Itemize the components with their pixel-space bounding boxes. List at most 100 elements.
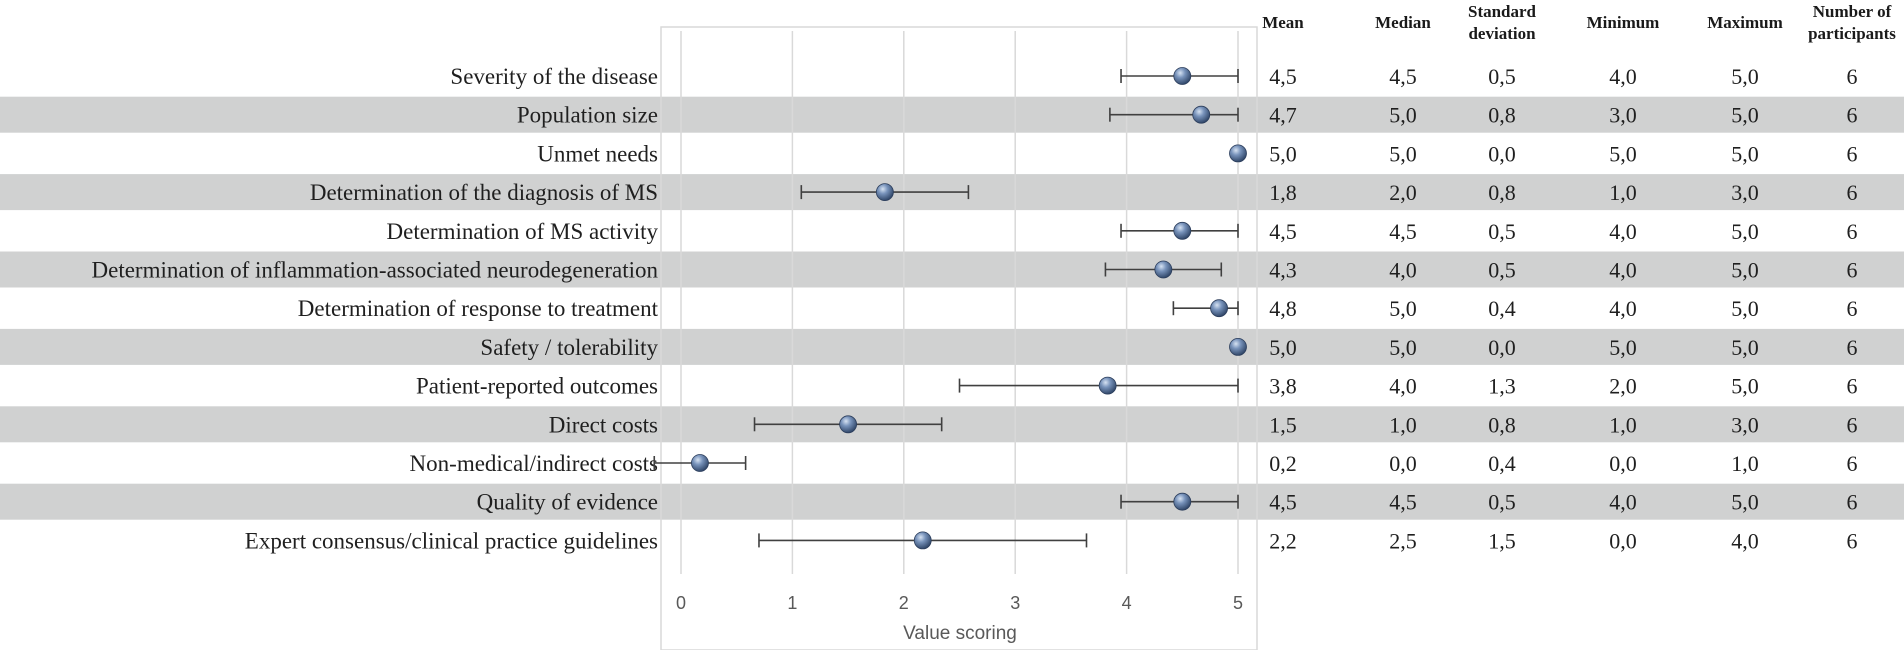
table-cell: 5,0 <box>1731 219 1759 244</box>
table-cell: 3,0 <box>1731 412 1759 437</box>
table-cell: 6 <box>1847 64 1858 89</box>
mean-point <box>839 415 857 434</box>
table-cell: 5,0 <box>1731 64 1759 89</box>
table-cell: 2,0 <box>1389 180 1417 205</box>
table-cell: 0,0 <box>1488 335 1516 360</box>
table-cell: 4,5 <box>1389 490 1417 515</box>
row-label: Severity of the disease <box>450 64 658 89</box>
table-cell: 6 <box>1847 258 1858 283</box>
table-cell: 0,0 <box>1488 141 1516 166</box>
table-cell: 5,0 <box>1731 374 1759 399</box>
mean-point <box>1229 144 1247 163</box>
mean-point <box>1173 67 1192 85</box>
table-cell: 1,3 <box>1488 374 1516 399</box>
table-header: Minimum <box>1587 13 1660 32</box>
table-cell: 5,0 <box>1389 103 1417 128</box>
table-cell: 5,0 <box>1731 490 1759 515</box>
table-cell: 4,0 <box>1609 296 1637 321</box>
x-tick-label: 4 <box>1122 593 1132 613</box>
row-bands <box>0 96 1904 520</box>
table-cell: 4,3 <box>1269 258 1297 283</box>
row-label: Safety / tolerability <box>480 335 658 360</box>
row-band <box>0 483 1904 520</box>
table-cell: 1,0 <box>1609 412 1637 437</box>
table-cell: 4,0 <box>1609 490 1637 515</box>
table-cell: 0,5 <box>1488 64 1516 89</box>
table-cell: 6 <box>1847 141 1858 166</box>
x-tick-label: 2 <box>899 593 909 613</box>
table-cell: 5,0 <box>1731 296 1759 321</box>
table-cell: 0,5 <box>1488 219 1516 244</box>
table-cell: 4,5 <box>1269 219 1297 244</box>
table-cell: 4,0 <box>1609 258 1637 283</box>
table-cell: 4,5 <box>1389 219 1417 244</box>
mean-point <box>1210 299 1228 318</box>
row-label: Determination of response to treatment <box>298 296 659 321</box>
row-label: Determination of MS activity <box>387 219 659 244</box>
table-header: Mean <box>1262 13 1304 32</box>
mean-point <box>691 454 709 472</box>
mean-point <box>1098 376 1117 395</box>
table-cell: 1,0 <box>1389 412 1417 437</box>
mean-point <box>1192 105 1211 124</box>
table-cell: 6 <box>1847 374 1858 399</box>
table-cell: 6 <box>1847 335 1858 360</box>
table-cell: 4,5 <box>1269 490 1297 515</box>
table-cell: 2,0 <box>1609 374 1637 399</box>
row-band <box>0 406 1904 443</box>
row-label: Determination of inflammation-associated… <box>92 258 659 283</box>
table-cell: 1,0 <box>1609 180 1637 205</box>
x-tick-label: 3 <box>1010 593 1020 613</box>
table-header: deviation <box>1468 24 1536 43</box>
table-cell: 0,5 <box>1488 490 1516 515</box>
mean-point <box>1229 337 1247 356</box>
row-label: Non-medical/indirect costs <box>410 451 659 476</box>
table-cell: 0,0 <box>1609 528 1637 553</box>
table-cell: 1,0 <box>1731 451 1759 476</box>
table-cell: 1,8 <box>1269 180 1297 205</box>
table-header: Median <box>1375 13 1431 32</box>
table-cell: 6 <box>1847 528 1858 553</box>
table-cell: 4,5 <box>1389 64 1417 89</box>
table-cell: 4,0 <box>1731 528 1759 553</box>
table-cell: 0,5 <box>1488 258 1516 283</box>
table-cell: 6 <box>1847 451 1858 476</box>
row-label: Patient-reported outcomes <box>416 374 658 399</box>
table-cell: 6 <box>1847 490 1858 515</box>
table-cell: 5,0 <box>1389 296 1417 321</box>
table-cell: 4,0 <box>1609 64 1637 89</box>
table-cell: 3,8 <box>1269 374 1297 399</box>
table-cell: 5,0 <box>1389 335 1417 360</box>
table-cell: 0,8 <box>1488 412 1516 437</box>
table-cell: 6 <box>1847 103 1858 128</box>
table-cell: 0,4 <box>1488 451 1516 476</box>
row-label: Quality of evidence <box>477 490 658 515</box>
table-cell: 5,0 <box>1731 103 1759 128</box>
table-cell: 4,7 <box>1269 103 1297 128</box>
table-cell: 1,5 <box>1269 412 1297 437</box>
x-tick-label: 1 <box>787 593 797 613</box>
x-axis-ticks: 0 1 2 3 4 5 <box>676 593 1243 613</box>
table-cell: 5,0 <box>1731 335 1759 360</box>
error-bars <box>653 69 1239 548</box>
x-tick-label: 0 <box>676 593 686 613</box>
table-cell: 4,8 <box>1269 296 1297 321</box>
table-cell: 6 <box>1847 412 1858 437</box>
row-label: Unmet needs <box>537 141 658 166</box>
row-band <box>0 96 1904 133</box>
table-cell: 3,0 <box>1731 180 1759 205</box>
table-header: Number of <box>1813 2 1892 21</box>
table-cell: 4,0 <box>1609 219 1637 244</box>
table-header: Maximum <box>1707 13 1783 32</box>
table-cell: 4,0 <box>1389 374 1417 399</box>
chart-frame <box>660 26 1258 650</box>
table-cell: 3,0 <box>1609 103 1637 128</box>
mean-point <box>913 531 932 550</box>
x-tick-label: 5 <box>1233 593 1243 613</box>
table-cell: 2,5 <box>1389 528 1417 553</box>
table-cell: 5,0 <box>1389 141 1417 166</box>
table-cell: 0,0 <box>1389 451 1417 476</box>
row-label: Expert consensus/clinical practice guide… <box>245 528 658 553</box>
mean-markers <box>691 67 1247 550</box>
table-cell: 0,2 <box>1269 451 1297 476</box>
